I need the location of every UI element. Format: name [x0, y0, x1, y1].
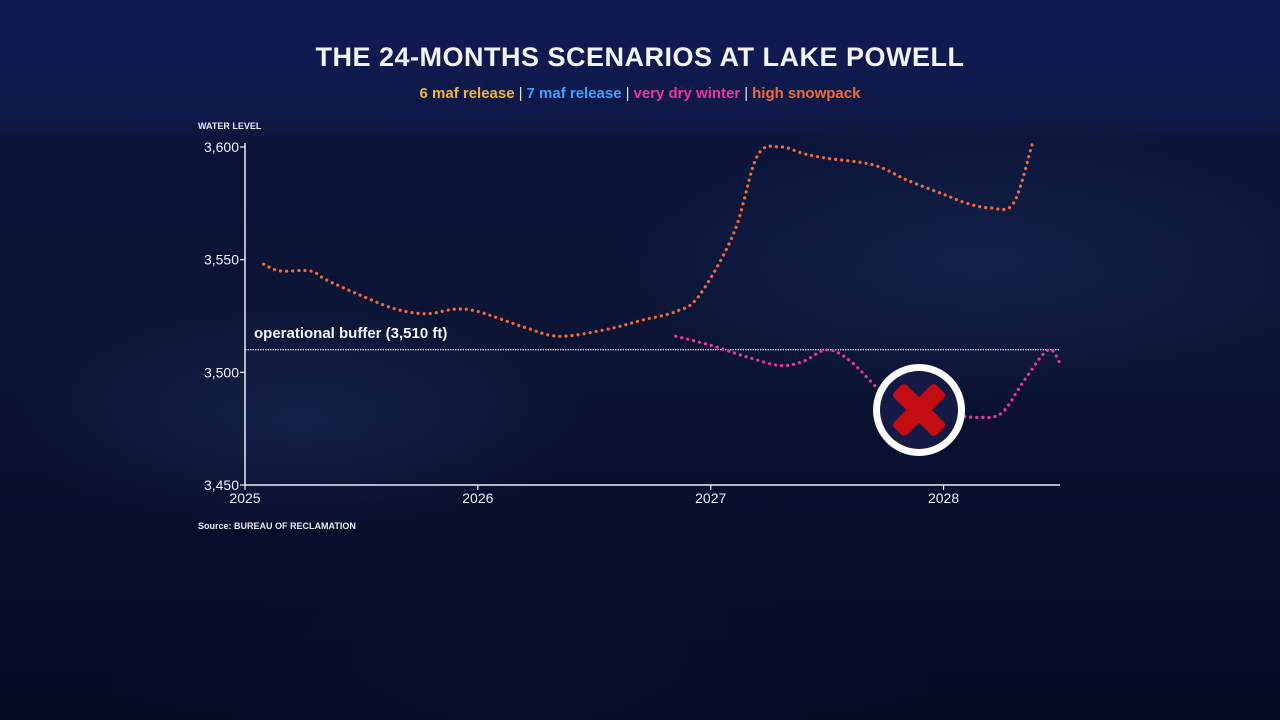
x-mark-cross — [893, 384, 945, 436]
y-tick-label: 3,550 — [204, 252, 239, 268]
y-tick-label: 3,500 — [204, 364, 239, 380]
legend-item-high-snowpack: high snowpack — [752, 85, 861, 102]
x-mark-icon — [873, 364, 965, 456]
x-tick-label: 2026 — [462, 490, 493, 506]
legend-separator: | — [744, 85, 749, 102]
y-tick-label: 3,600 — [204, 139, 239, 155]
chart-series — [262, 143, 1062, 420]
legend-item-very-dry-winter: very dry winter — [633, 85, 741, 102]
y-tick-label: 3,450 — [204, 477, 239, 493]
legend-separator: | — [625, 85, 630, 102]
series-line-high-snowpack — [262, 143, 1034, 338]
x-tick-label: 2025 — [229, 490, 260, 506]
source-note: Source: BUREAU OF RECLAMATION — [198, 521, 356, 531]
legend-item-6-maf-release: 6 maf release — [419, 85, 515, 102]
x-tick-label: 2028 — [928, 490, 959, 506]
chart-axes — [244, 143, 1060, 486]
reference-line-label: operational buffer (3,510 ft) — [254, 325, 448, 342]
legend-item-7-maf-release: 7 maf release — [526, 85, 622, 102]
chart-title: THE 24-MONTHS SCENARIOS AT LAKE POWELL — [315, 42, 965, 72]
series-line-very-dry-winter — [674, 334, 1062, 420]
legend-separator: | — [518, 85, 523, 102]
x-tick-label: 2027 — [695, 490, 726, 506]
chart-ticks: 3,450 3,500 3,550 3,600 2025 2026 2027 2028 — [204, 139, 959, 506]
chart-legend: 6 maf release | 7 maf release | very dry win… — [0, 85, 1280, 102]
y-axis-label: WATER LEVEL — [198, 121, 262, 131]
